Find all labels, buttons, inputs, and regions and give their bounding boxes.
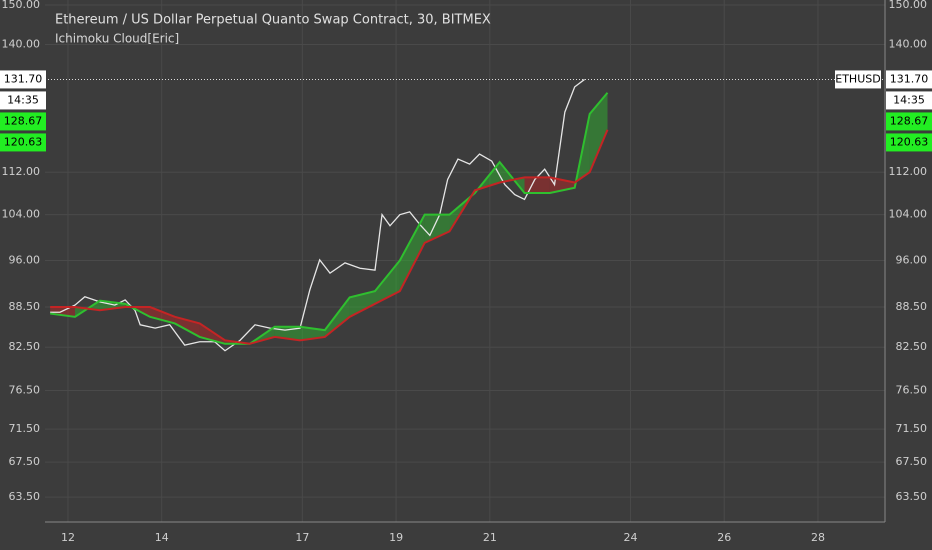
y-tick-label: 71.50 bbox=[896, 422, 928, 435]
x-tick-label: 26 bbox=[717, 531, 731, 544]
y-tick-label: 76.50 bbox=[9, 383, 41, 396]
cloud-fill bbox=[50, 307, 75, 317]
countdown: 14:35 bbox=[893, 93, 925, 106]
indicator-label: 120.63 bbox=[890, 135, 929, 148]
y-tick-label: 88.50 bbox=[896, 300, 928, 313]
y-tick-label: 76.50 bbox=[896, 383, 928, 396]
countdown: 14:35 bbox=[7, 93, 39, 106]
y-tick-label: 71.50 bbox=[9, 422, 41, 435]
cloud-fill bbox=[375, 260, 400, 304]
indicator-label: 128.67 bbox=[4, 114, 43, 127]
indicator-label-box bbox=[886, 112, 932, 131]
y-tick-label: 67.50 bbox=[896, 455, 928, 468]
cloud-fill bbox=[424, 214, 450, 243]
cloud-fill bbox=[399, 214, 425, 292]
x-tick-label: 14 bbox=[155, 531, 169, 544]
cloud-fill bbox=[150, 307, 175, 324]
y-tick-label: 82.50 bbox=[9, 340, 41, 353]
chart-title: Ethereum / US Dollar Perpetual Quanto Sw… bbox=[55, 13, 491, 28]
indicator-label: 120.63 bbox=[4, 135, 43, 148]
cloud-line bbox=[50, 129, 609, 345]
y-tick-label: 96.00 bbox=[9, 253, 41, 266]
y-tick-label: 150.00 bbox=[889, 0, 928, 11]
y-tick-label: 63.50 bbox=[896, 490, 928, 503]
x-tick-label: 28 bbox=[811, 531, 825, 544]
last-price-label: 131.70 bbox=[890, 72, 929, 85]
y-tick-label: 96.00 bbox=[896, 253, 928, 266]
cloud-fill bbox=[324, 297, 350, 337]
indicator-label-box bbox=[0, 133, 46, 152]
y-tick-label: 112.00 bbox=[889, 165, 928, 178]
indicator-label: 128.67 bbox=[890, 114, 929, 127]
y-tick-label: 67.50 bbox=[9, 455, 41, 468]
y-tick-label: 63.50 bbox=[9, 490, 41, 503]
price-line bbox=[50, 78, 585, 352]
y-tick-label: 150.00 bbox=[2, 0, 41, 11]
indicator-label-box bbox=[886, 133, 932, 152]
y-tick-label: 112.00 bbox=[2, 165, 41, 178]
last-price-label: 131.70 bbox=[4, 72, 43, 85]
y-tick-label: 104.00 bbox=[889, 208, 928, 221]
indicator-name: Ichimoku Cloud[Eric] bbox=[55, 32, 179, 46]
countdown-box bbox=[0, 91, 46, 110]
x-tick-label: 17 bbox=[295, 531, 309, 544]
last-price-label-box bbox=[886, 70, 932, 89]
y-tick-label: 104.00 bbox=[2, 208, 41, 221]
cloud-fill bbox=[524, 177, 550, 194]
y-tick-label: 140.00 bbox=[889, 37, 928, 50]
last-price-label-box bbox=[0, 70, 46, 89]
x-tick-label: 19 bbox=[389, 531, 403, 544]
x-tick-label: 12 bbox=[61, 531, 75, 544]
y-tick-label: 88.50 bbox=[9, 300, 41, 313]
symbol-label-box bbox=[835, 70, 881, 89]
cloud-fill bbox=[589, 92, 608, 173]
x-tick-label: 24 bbox=[623, 531, 637, 544]
indicator-label-box bbox=[0, 112, 46, 131]
y-tick-label: 82.50 bbox=[896, 340, 928, 353]
x-tick-label: 21 bbox=[483, 531, 497, 544]
y-tick-label: 140.00 bbox=[2, 37, 41, 50]
symbol-label: ETHUSD bbox=[835, 72, 880, 85]
cloud-fill bbox=[349, 291, 375, 317]
countdown-box bbox=[886, 91, 932, 110]
cloud-line bbox=[50, 92, 609, 345]
